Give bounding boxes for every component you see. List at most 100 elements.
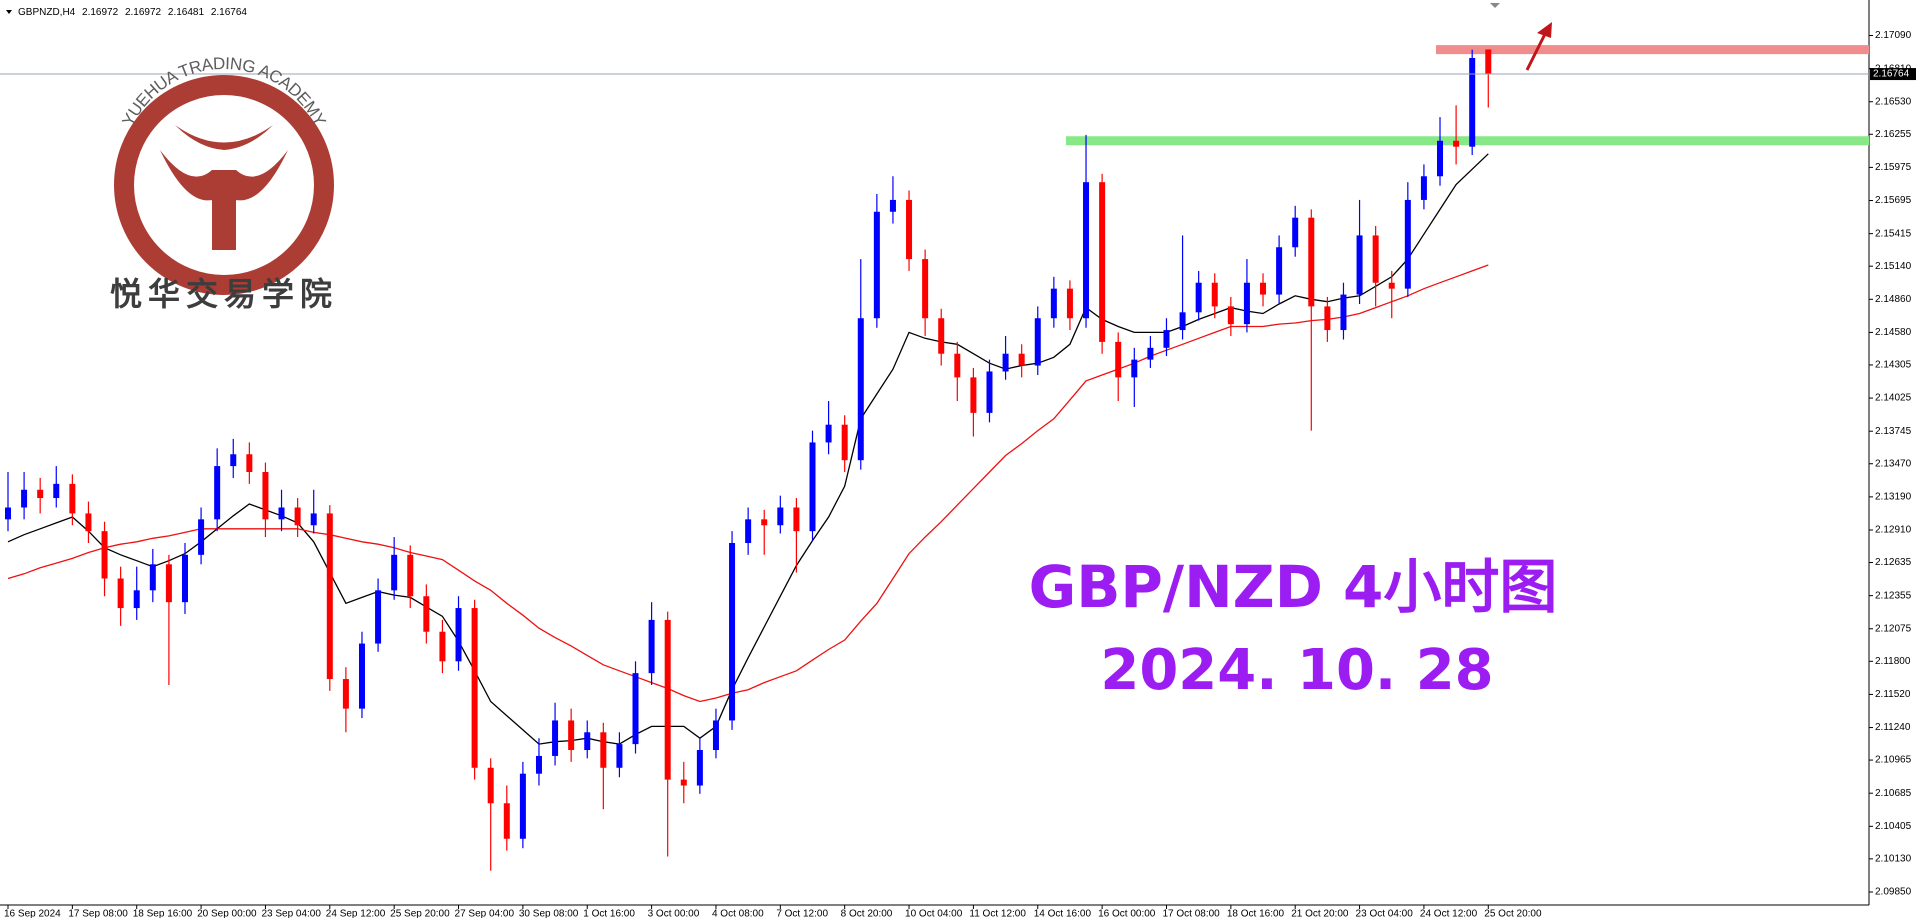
arrow-shaft — [1525, 33, 1547, 71]
candle-body — [471, 608, 478, 768]
x-tick-label: 23 Sep 04:00 — [261, 909, 321, 918]
symbol: GBPNZD,H4 — [18, 7, 76, 18]
candle-body — [375, 590, 382, 644]
candle-body — [1388, 282, 1395, 289]
candle-body — [584, 732, 591, 751]
x-tick-label: 7 Oct 12:00 — [776, 909, 828, 918]
x-tick-label: 18 Oct 16:00 — [1227, 909, 1285, 918]
candle-body — [326, 513, 333, 680]
candle-body — [310, 513, 317, 526]
arrow-head — [1537, 22, 1552, 38]
y-tick-label: 2.10965 — [1875, 755, 1912, 766]
candle-body — [1243, 282, 1250, 325]
candle-body — [1276, 247, 1283, 295]
candle-body — [1018, 353, 1025, 366]
candle-body — [487, 767, 494, 804]
logo-ring — [114, 75, 334, 295]
x-tick-label: 20 Sep 00:00 — [197, 909, 257, 918]
annotation-title: GBP/NZD 4小时图 — [1029, 553, 1558, 621]
x-tick-label: 8 Oct 20:00 — [841, 909, 893, 918]
y-tick-label: 2.10685 — [1875, 788, 1912, 799]
x-tick-label: 25 Oct 20:00 — [1484, 909, 1542, 918]
candle-body — [696, 750, 703, 786]
candle-body — [616, 744, 623, 768]
candle-body — [5, 507, 11, 520]
y-tick-label: 2.13745 — [1875, 426, 1912, 437]
candle-body — [149, 564, 156, 591]
candle-body — [889, 199, 896, 212]
y-tick-label: 2.12635 — [1875, 557, 1912, 568]
candle-body — [1260, 282, 1267, 295]
x-tick-label: 1 Oct 16:00 — [583, 909, 635, 918]
y-tick-label: 2.15140 — [1875, 261, 1912, 272]
candle-body — [181, 554, 188, 603]
candle-body — [391, 554, 398, 591]
candle-body — [568, 720, 575, 751]
candle-body — [648, 619, 655, 674]
arrow — [1525, 22, 1552, 71]
x-tick-label: 10 Oct 04:00 — [905, 909, 963, 918]
candle-body — [101, 531, 108, 579]
candle-body — [439, 631, 446, 662]
candle-body — [1034, 318, 1041, 366]
x-tick-label: 24 Sep 12:00 — [326, 909, 386, 918]
candle-body — [906, 199, 913, 260]
candle-body — [246, 454, 253, 473]
candle-body — [1211, 282, 1218, 307]
logo-mark-top — [175, 125, 273, 150]
x-tick-label: 17 Sep 08:00 — [68, 909, 128, 918]
candle-body — [1083, 182, 1090, 319]
candle-body — [922, 259, 929, 319]
x-tick-label: 30 Sep 08:00 — [519, 909, 579, 918]
shift-marker — [1490, 3, 1500, 8]
x-tick-label: 18 Sep 16:00 — [133, 909, 193, 918]
y-tick-label: 2.15415 — [1875, 228, 1912, 239]
candle-body — [825, 424, 832, 443]
y-tick-label: 2.14025 — [1875, 393, 1912, 404]
candle-body — [21, 489, 28, 508]
y-tick-label: 2.12910 — [1875, 525, 1912, 536]
x-tick-label: 21 Oct 20:00 — [1291, 909, 1349, 918]
candle-body — [407, 554, 414, 597]
candle-body — [1002, 353, 1009, 372]
candle-body — [262, 472, 269, 520]
candle-body — [1453, 140, 1460, 147]
y-tick-label: 2.10130 — [1875, 854, 1912, 865]
candle-body — [535, 755, 542, 774]
x-tick-label: 14 Oct 16:00 — [1034, 909, 1092, 918]
candle-body — [761, 519, 768, 526]
header-close: 2.16764 — [211, 7, 248, 18]
candle-body — [358, 643, 365, 709]
x-tick-label: 3 Oct 00:00 — [648, 909, 700, 918]
candle-body — [938, 318, 945, 354]
candle-body — [745, 519, 752, 543]
candle-body — [841, 424, 848, 461]
candle-body — [214, 466, 221, 520]
header-icon — [6, 10, 12, 14]
y-tick-label: 2.11520 — [1875, 689, 1911, 700]
y-tick-label: 2.09850 — [1875, 887, 1912, 898]
candle-body — [1340, 294, 1347, 331]
candle-body — [53, 483, 60, 499]
candle-body — [1469, 57, 1476, 147]
candle-body — [85, 513, 92, 532]
header: GBPNZD,H4 2.16972 2.16972 2.16481 2.1676… — [18, 7, 247, 18]
y-tick-label: 2.14580 — [1875, 327, 1912, 338]
candle-body — [777, 507, 784, 526]
candle-body — [1420, 176, 1427, 200]
candle-body — [680, 779, 687, 786]
candle-body — [69, 483, 76, 514]
candle-body — [1227, 306, 1234, 325]
x-tick-label: 16 Oct 00:00 — [1098, 909, 1156, 918]
logo-text-zh: 悦华交易学院 — [110, 275, 338, 313]
candle-body — [729, 543, 736, 721]
y-tick-label: 2.16255 — [1875, 129, 1912, 140]
y-tick-label: 2.14860 — [1875, 294, 1912, 305]
x-tick-label: 11 Oct 12:00 — [969, 909, 1026, 918]
candle-body — [1437, 140, 1444, 177]
candle-body — [1485, 49, 1492, 75]
candle-body — [1292, 217, 1299, 248]
candle-body — [519, 773, 526, 839]
candle-body — [970, 377, 977, 413]
